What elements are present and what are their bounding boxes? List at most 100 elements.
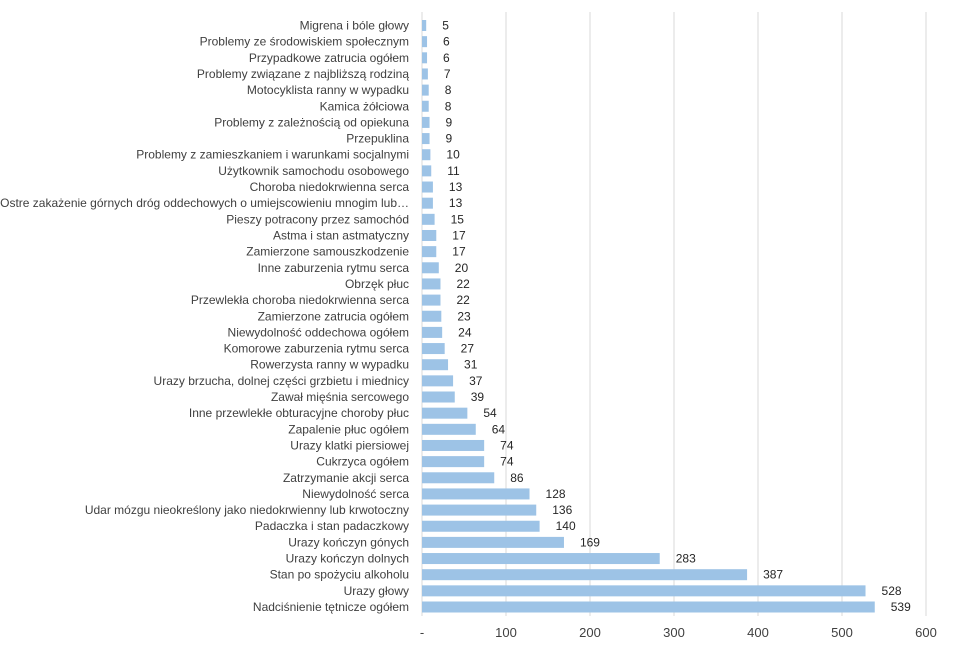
category-label: Zamierzone zatrucia ogółem — [258, 309, 409, 323]
bar — [422, 262, 439, 274]
value-label: 20 — [455, 261, 469, 275]
bar — [422, 569, 748, 581]
bar — [422, 294, 441, 306]
category-label: Choroba niedokrwienna serca — [250, 180, 410, 194]
bar — [422, 197, 433, 209]
category-label: Urazy kończyn gónych — [288, 535, 409, 549]
category-label: Stan po spożyciu alkoholu — [270, 568, 409, 582]
category-label: Problemy z zależnością od opiekuna — [214, 115, 409, 129]
category-label: Niewydolność serca — [302, 487, 409, 501]
category-label: Urazy kończyn dolnych — [286, 552, 409, 566]
value-label: 13 — [449, 180, 463, 194]
value-label: 11 — [447, 164, 460, 178]
bar — [422, 488, 530, 500]
bar — [422, 165, 432, 177]
x-tick-label: 400 — [747, 625, 769, 640]
value-label: 31 — [464, 358, 478, 372]
bar — [422, 100, 429, 112]
value-label: 9 — [446, 115, 453, 129]
category-label: Przewlekła choroba niedokrwienna serca — [191, 293, 409, 307]
category-label: Migrena i bóle głowy — [300, 19, 409, 33]
value-label: 37 — [469, 374, 483, 388]
category-label: Problemy ze środowiskiem społecznym — [200, 35, 409, 49]
bars — [422, 20, 875, 613]
value-label: 15 — [451, 212, 465, 226]
bar — [422, 116, 430, 128]
bar — [422, 310, 442, 322]
value-label: 17 — [452, 228, 466, 242]
category-label: Zatrzymanie akcji serca — [283, 471, 409, 485]
category-label: Inne zaburzenia rytmu serca — [258, 261, 410, 275]
category-label: Cukrzyca ogółem — [316, 455, 409, 469]
x-tick-label: 100 — [495, 625, 517, 640]
value-label: 169 — [580, 535, 600, 549]
bar — [422, 278, 441, 290]
category-label: Padaczka i stan padaczkowy — [255, 519, 409, 533]
value-label: 54 — [483, 406, 497, 420]
value-label: 5 — [442, 19, 449, 33]
category-label: Zapalenie płuc ogółem — [288, 422, 409, 436]
value-labels: 5 6 6 7 8 8 9 9 10 11 13 13 15 17 17 20 22 22 23 24 27 31 37 39… — [442, 19, 911, 615]
x-tick-label: 300 — [663, 625, 685, 640]
bar — [422, 520, 540, 532]
bar — [422, 472, 495, 484]
value-label: 136 — [552, 503, 572, 517]
value-label: 86 — [510, 471, 524, 485]
value-label: 22 — [456, 277, 470, 291]
value-label: 24 — [458, 325, 472, 339]
value-label: 387 — [763, 568, 783, 582]
bar — [422, 229, 437, 241]
category-labels: Migrena i bóle głowy Problemy ze środowis… — [0, 19, 409, 615]
category-label: Problemy z zamieszkaniem i warunkami soc… — [136, 148, 409, 162]
category-label: Pieszy potracony przez samochód — [226, 212, 409, 226]
bar — [422, 456, 485, 468]
gridlines — [421, 12, 927, 616]
category-label: Ostre zakażenie górnych dróg oddechowych… — [0, 196, 409, 210]
bar — [422, 20, 427, 31]
bar — [422, 326, 443, 338]
category-label: Przepuklina — [346, 132, 409, 146]
category-label: Problemy związane z najbliższą rodziną — [197, 67, 409, 81]
value-label: 140 — [556, 519, 576, 533]
category-label: Inne przewlekłe obturacyjne choroby płuc — [189, 406, 409, 420]
value-label: 9 — [446, 132, 453, 146]
value-label: 128 — [546, 487, 566, 501]
value-label: 7 — [444, 67, 451, 81]
category-label: Udar mózgu nieokreślony jako niedokrwien… — [85, 503, 409, 517]
category-label: Kamica żółciowa — [320, 99, 410, 113]
bar — [422, 407, 468, 419]
bar — [422, 439, 485, 451]
value-label: 74 — [500, 455, 514, 469]
value-label: 74 — [500, 438, 514, 452]
value-label: 17 — [452, 245, 466, 259]
value-label: 8 — [445, 99, 452, 113]
value-label: 8 — [445, 83, 452, 97]
x-axis-ticks: - 100 200 300 400 500 600 — [420, 625, 937, 640]
bar — [422, 375, 454, 387]
value-label: 283 — [676, 552, 696, 566]
bar — [422, 553, 660, 565]
value-label: 6 — [443, 35, 450, 49]
x-tick-label: 200 — [579, 625, 601, 640]
value-label: 6 — [443, 51, 450, 65]
bar — [422, 423, 476, 435]
value-label: 10 — [446, 148, 460, 162]
value-label: 39 — [471, 390, 485, 404]
category-label: Użytkownik samochodu osobowego — [218, 164, 409, 178]
x-tick-label: - — [420, 625, 424, 640]
value-label: 13 — [449, 196, 463, 210]
bar — [422, 181, 433, 193]
bar — [422, 504, 537, 516]
category-label: Urazy klatki piersiowej — [290, 438, 409, 452]
category-label: Obrzęk płuc — [345, 277, 409, 291]
bar — [422, 149, 431, 161]
category-label: Astma i stan astmatyczny — [273, 228, 409, 242]
x-tick-label: 600 — [915, 625, 937, 640]
category-label: Niewydolność oddechowa ogółem — [228, 325, 409, 339]
value-label: 22 — [456, 293, 470, 307]
category-label: Zawał mięśnia sercowego — [271, 390, 409, 404]
bar — [422, 36, 428, 48]
bar — [422, 359, 449, 371]
category-label: Urazy brzucha, dolnej części grzbietu i … — [154, 374, 409, 388]
